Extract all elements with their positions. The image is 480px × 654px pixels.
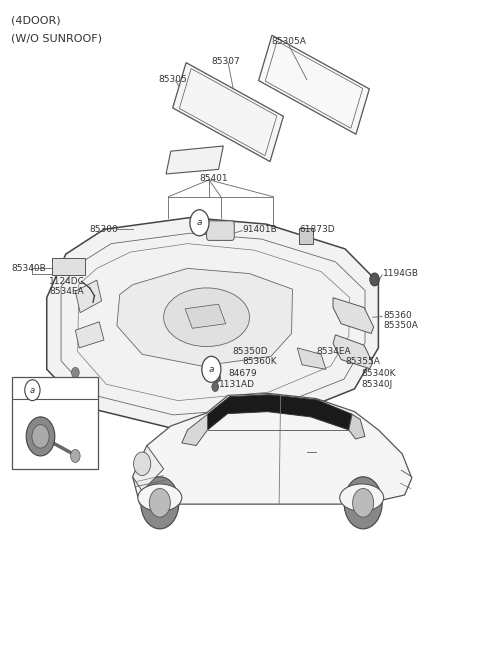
Polygon shape — [75, 322, 104, 348]
Text: 91401B: 91401B — [242, 225, 277, 234]
Circle shape — [141, 477, 179, 529]
Circle shape — [149, 489, 170, 517]
Text: 85300: 85300 — [90, 225, 119, 234]
Text: 85350A: 85350A — [383, 320, 418, 330]
Text: a: a — [30, 386, 35, 394]
FancyBboxPatch shape — [12, 377, 98, 469]
Text: 8534EA: 8534EA — [49, 286, 84, 296]
Polygon shape — [75, 280, 102, 313]
Text: 85305A: 85305A — [271, 37, 306, 46]
Text: 85340B: 85340B — [11, 264, 46, 273]
Polygon shape — [173, 63, 284, 162]
Polygon shape — [333, 335, 372, 369]
Text: 85360K: 85360K — [242, 357, 277, 366]
Text: 1124DC: 1124DC — [49, 277, 85, 286]
Circle shape — [71, 449, 80, 462]
Circle shape — [26, 417, 55, 456]
Polygon shape — [349, 414, 365, 439]
Text: 85305: 85305 — [159, 75, 188, 84]
Circle shape — [370, 273, 379, 286]
Text: (4DOOR): (4DOOR) — [11, 16, 60, 26]
Text: 85340J: 85340J — [362, 380, 393, 389]
Text: 85350D: 85350D — [233, 347, 268, 356]
Text: 85401: 85401 — [199, 174, 228, 183]
Polygon shape — [182, 414, 207, 445]
Text: 1194GB: 1194GB — [383, 269, 419, 278]
Polygon shape — [47, 218, 378, 428]
Ellipse shape — [138, 484, 182, 511]
Polygon shape — [166, 146, 223, 174]
Polygon shape — [207, 395, 352, 430]
Polygon shape — [297, 348, 326, 370]
Text: a: a — [197, 218, 202, 228]
Circle shape — [353, 489, 373, 517]
Text: 85355A: 85355A — [345, 357, 380, 366]
Circle shape — [212, 383, 218, 392]
Circle shape — [214, 373, 220, 383]
Text: 8534EA: 8534EA — [316, 347, 351, 356]
Ellipse shape — [164, 288, 250, 347]
Circle shape — [72, 368, 79, 378]
Text: 84679: 84679 — [228, 370, 257, 379]
Circle shape — [190, 210, 209, 236]
Circle shape — [87, 383, 93, 391]
Text: (W/O SUNROOF): (W/O SUNROOF) — [11, 34, 102, 44]
Text: 85360: 85360 — [383, 311, 412, 320]
Text: 85307: 85307 — [211, 57, 240, 66]
Circle shape — [344, 477, 382, 529]
FancyBboxPatch shape — [206, 221, 234, 241]
Text: 1131AD: 1131AD — [218, 380, 254, 389]
Text: 85340K: 85340K — [362, 370, 396, 379]
Ellipse shape — [340, 484, 384, 511]
Polygon shape — [259, 35, 369, 134]
Circle shape — [202, 356, 221, 383]
Polygon shape — [333, 298, 373, 334]
Text: 61873D: 61873D — [300, 225, 335, 234]
Polygon shape — [132, 394, 412, 504]
Text: a: a — [209, 365, 214, 374]
Circle shape — [32, 424, 49, 448]
Circle shape — [25, 380, 40, 401]
Polygon shape — [185, 304, 226, 328]
Circle shape — [133, 452, 151, 475]
Polygon shape — [117, 268, 292, 366]
Polygon shape — [132, 445, 164, 491]
FancyBboxPatch shape — [52, 258, 85, 275]
FancyBboxPatch shape — [299, 228, 312, 244]
